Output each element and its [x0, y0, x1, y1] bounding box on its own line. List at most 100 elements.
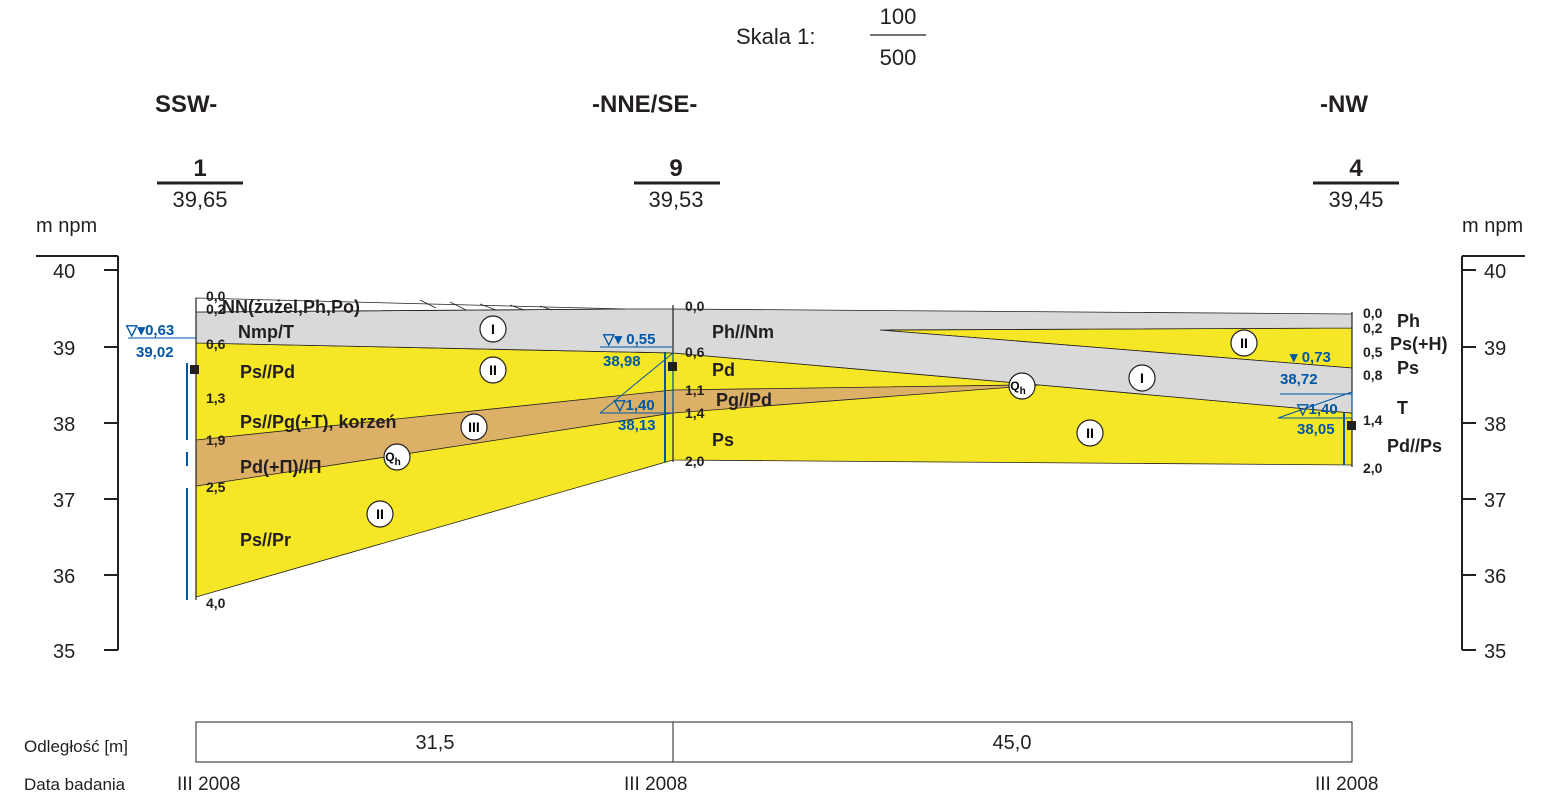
left-elevation-axis: m npm 40 39 38 37 36 35	[36, 215, 119, 663]
depth-label: 2,5	[206, 479, 226, 495]
distance-label: Odległość [m]	[24, 737, 128, 756]
svg-text:II: II	[1240, 335, 1248, 351]
scale-numerator: 100	[880, 4, 917, 29]
soil-label: Ps//Pd	[240, 362, 295, 382]
borehole-header-4: 4 39,45	[1313, 155, 1399, 212]
water-elevation-label-2: 38,05	[1297, 421, 1335, 438]
depth-label: 0,0	[685, 298, 705, 314]
tick-label: 36	[53, 566, 75, 588]
borehole-number: 4	[1349, 155, 1363, 182]
axis-unit-left: m npm	[36, 215, 97, 237]
sample-marker	[668, 362, 677, 371]
borehole-date: III 2008	[1315, 774, 1378, 795]
borehole-header-9: 9 39,53	[634, 155, 720, 212]
tick-label: 36	[1484, 566, 1506, 588]
water-depth-label-2: ▽1,40	[613, 397, 655, 414]
water-marks	[128, 337, 1353, 600]
depth-label: 1,4	[1363, 412, 1383, 428]
svg-text:Qh: Qh	[1010, 379, 1025, 397]
depth-label: 4,0	[206, 595, 226, 611]
axis-unit-right: m npm	[1462, 215, 1523, 237]
borehole-date: III 2008	[177, 774, 240, 795]
soil-label: Ph//Nm	[712, 322, 774, 342]
scale-denominator: 500	[880, 45, 917, 70]
sample-marker	[1347, 421, 1356, 430]
scale-prefix: Skala 1:	[736, 24, 816, 49]
soil-label: Pg//Pd	[716, 390, 772, 410]
tick-label: 39	[53, 338, 75, 360]
soil-label: Pd	[712, 360, 735, 380]
water-elevation-label: 39,02	[136, 344, 174, 361]
scale-label: Skala 1: 100 500	[736, 4, 926, 70]
svg-text:II: II	[376, 506, 384, 522]
borehole-elevation: 39,53	[648, 187, 703, 212]
soil-label: NN(żużel,Ph,Po)	[222, 297, 360, 317]
soil-label: Ps//Pg(+T), korzeń	[240, 412, 397, 432]
depth-label: 1,9	[206, 432, 226, 448]
soil-label: T	[1397, 398, 1408, 418]
depth-label: 0,8	[1363, 367, 1383, 383]
depth-label: 1,3	[206, 390, 226, 406]
date-row: Data badania III 2008 III 2008 III 2008	[24, 774, 1378, 795]
tick-label: 40	[1484, 261, 1506, 283]
distance-value: 45,0	[993, 732, 1032, 754]
borehole-elevation: 39,45	[1328, 187, 1383, 212]
depth-label: 0,6	[685, 344, 705, 360]
depth-label: 0,6	[206, 336, 226, 352]
soil-layers	[195, 297, 1353, 600]
svg-text:II: II	[489, 362, 497, 378]
depth-label: 1,1	[685, 382, 705, 398]
depth-label: 2,0	[685, 453, 705, 469]
soil-label: Pd//Ps	[1387, 436, 1442, 456]
water-depth-label: ▽▾ 0,55	[602, 331, 655, 348]
svg-text:I: I	[1140, 370, 1144, 386]
tick-label: 38	[53, 414, 75, 436]
soil-label: Ps	[712, 430, 734, 450]
svg-text:Qh: Qh	[385, 450, 400, 468]
depth-label: 1,4	[685, 405, 705, 421]
tick-label: 39	[1484, 338, 1506, 360]
tick-label: 40	[53, 261, 75, 283]
water-elevation-label: 38,98	[603, 353, 641, 370]
tick-label: 37	[1484, 490, 1506, 512]
depth-label: 2,0	[1363, 460, 1383, 476]
borehole-header-1: 1 39,65	[157, 155, 243, 212]
soil-label: Ps	[1397, 358, 1419, 378]
depth-label: 0,0	[206, 288, 226, 304]
borehole-number: 1	[193, 155, 206, 182]
svg-text:I: I	[491, 321, 495, 337]
water-depth-label-2: ▽1,40	[1296, 401, 1338, 418]
soil-label: Ph	[1397, 311, 1420, 331]
svg-text:II: II	[1086, 425, 1094, 441]
direction-right: -NW	[1320, 91, 1368, 118]
sample-marker	[190, 365, 199, 374]
soil-label: Nmp/T	[238, 322, 294, 342]
depth-label: 0,5	[1363, 344, 1383, 360]
tick-label: 35	[1484, 641, 1506, 663]
layer-code-markers: I II III Qh II Qh I II II	[366, 315, 1258, 528]
water-depth-label: ▽▾0,63	[125, 322, 174, 339]
depth-label: 0,0	[1363, 305, 1383, 321]
borehole-date: III 2008	[624, 774, 687, 795]
direction-middle: -NNE/SE-	[592, 91, 697, 118]
svg-text:III: III	[468, 419, 480, 435]
tick-label: 38	[1484, 414, 1506, 436]
soil-label: Ps(+H)	[1390, 334, 1448, 354]
water-elevation-label-2: 38,13	[618, 417, 656, 434]
distance-row: Odległość [m] 31,5 45,0	[24, 721, 1353, 763]
soil-label: Ps//Pr	[240, 530, 291, 550]
date-label: Data badania	[24, 775, 126, 794]
tick-label: 35	[53, 641, 75, 663]
borehole-elevation: 39,65	[172, 187, 227, 212]
direction-left: SSW-	[155, 91, 217, 118]
depth-label: 0,2	[206, 301, 226, 317]
water-elevation-label: 38,72	[1280, 371, 1318, 388]
soil-label: Pd(+Π)//Π	[240, 457, 322, 477]
tick-label: 37	[53, 490, 75, 512]
depth-label: 0,2	[1363, 320, 1383, 336]
water-depth-label: ▾ 0,73	[1289, 349, 1331, 366]
right-elevation-axis: m npm 40 39 38 37 36 35	[1461, 215, 1525, 663]
distance-value: 31,5	[416, 732, 455, 754]
borehole-number: 9	[669, 155, 682, 182]
